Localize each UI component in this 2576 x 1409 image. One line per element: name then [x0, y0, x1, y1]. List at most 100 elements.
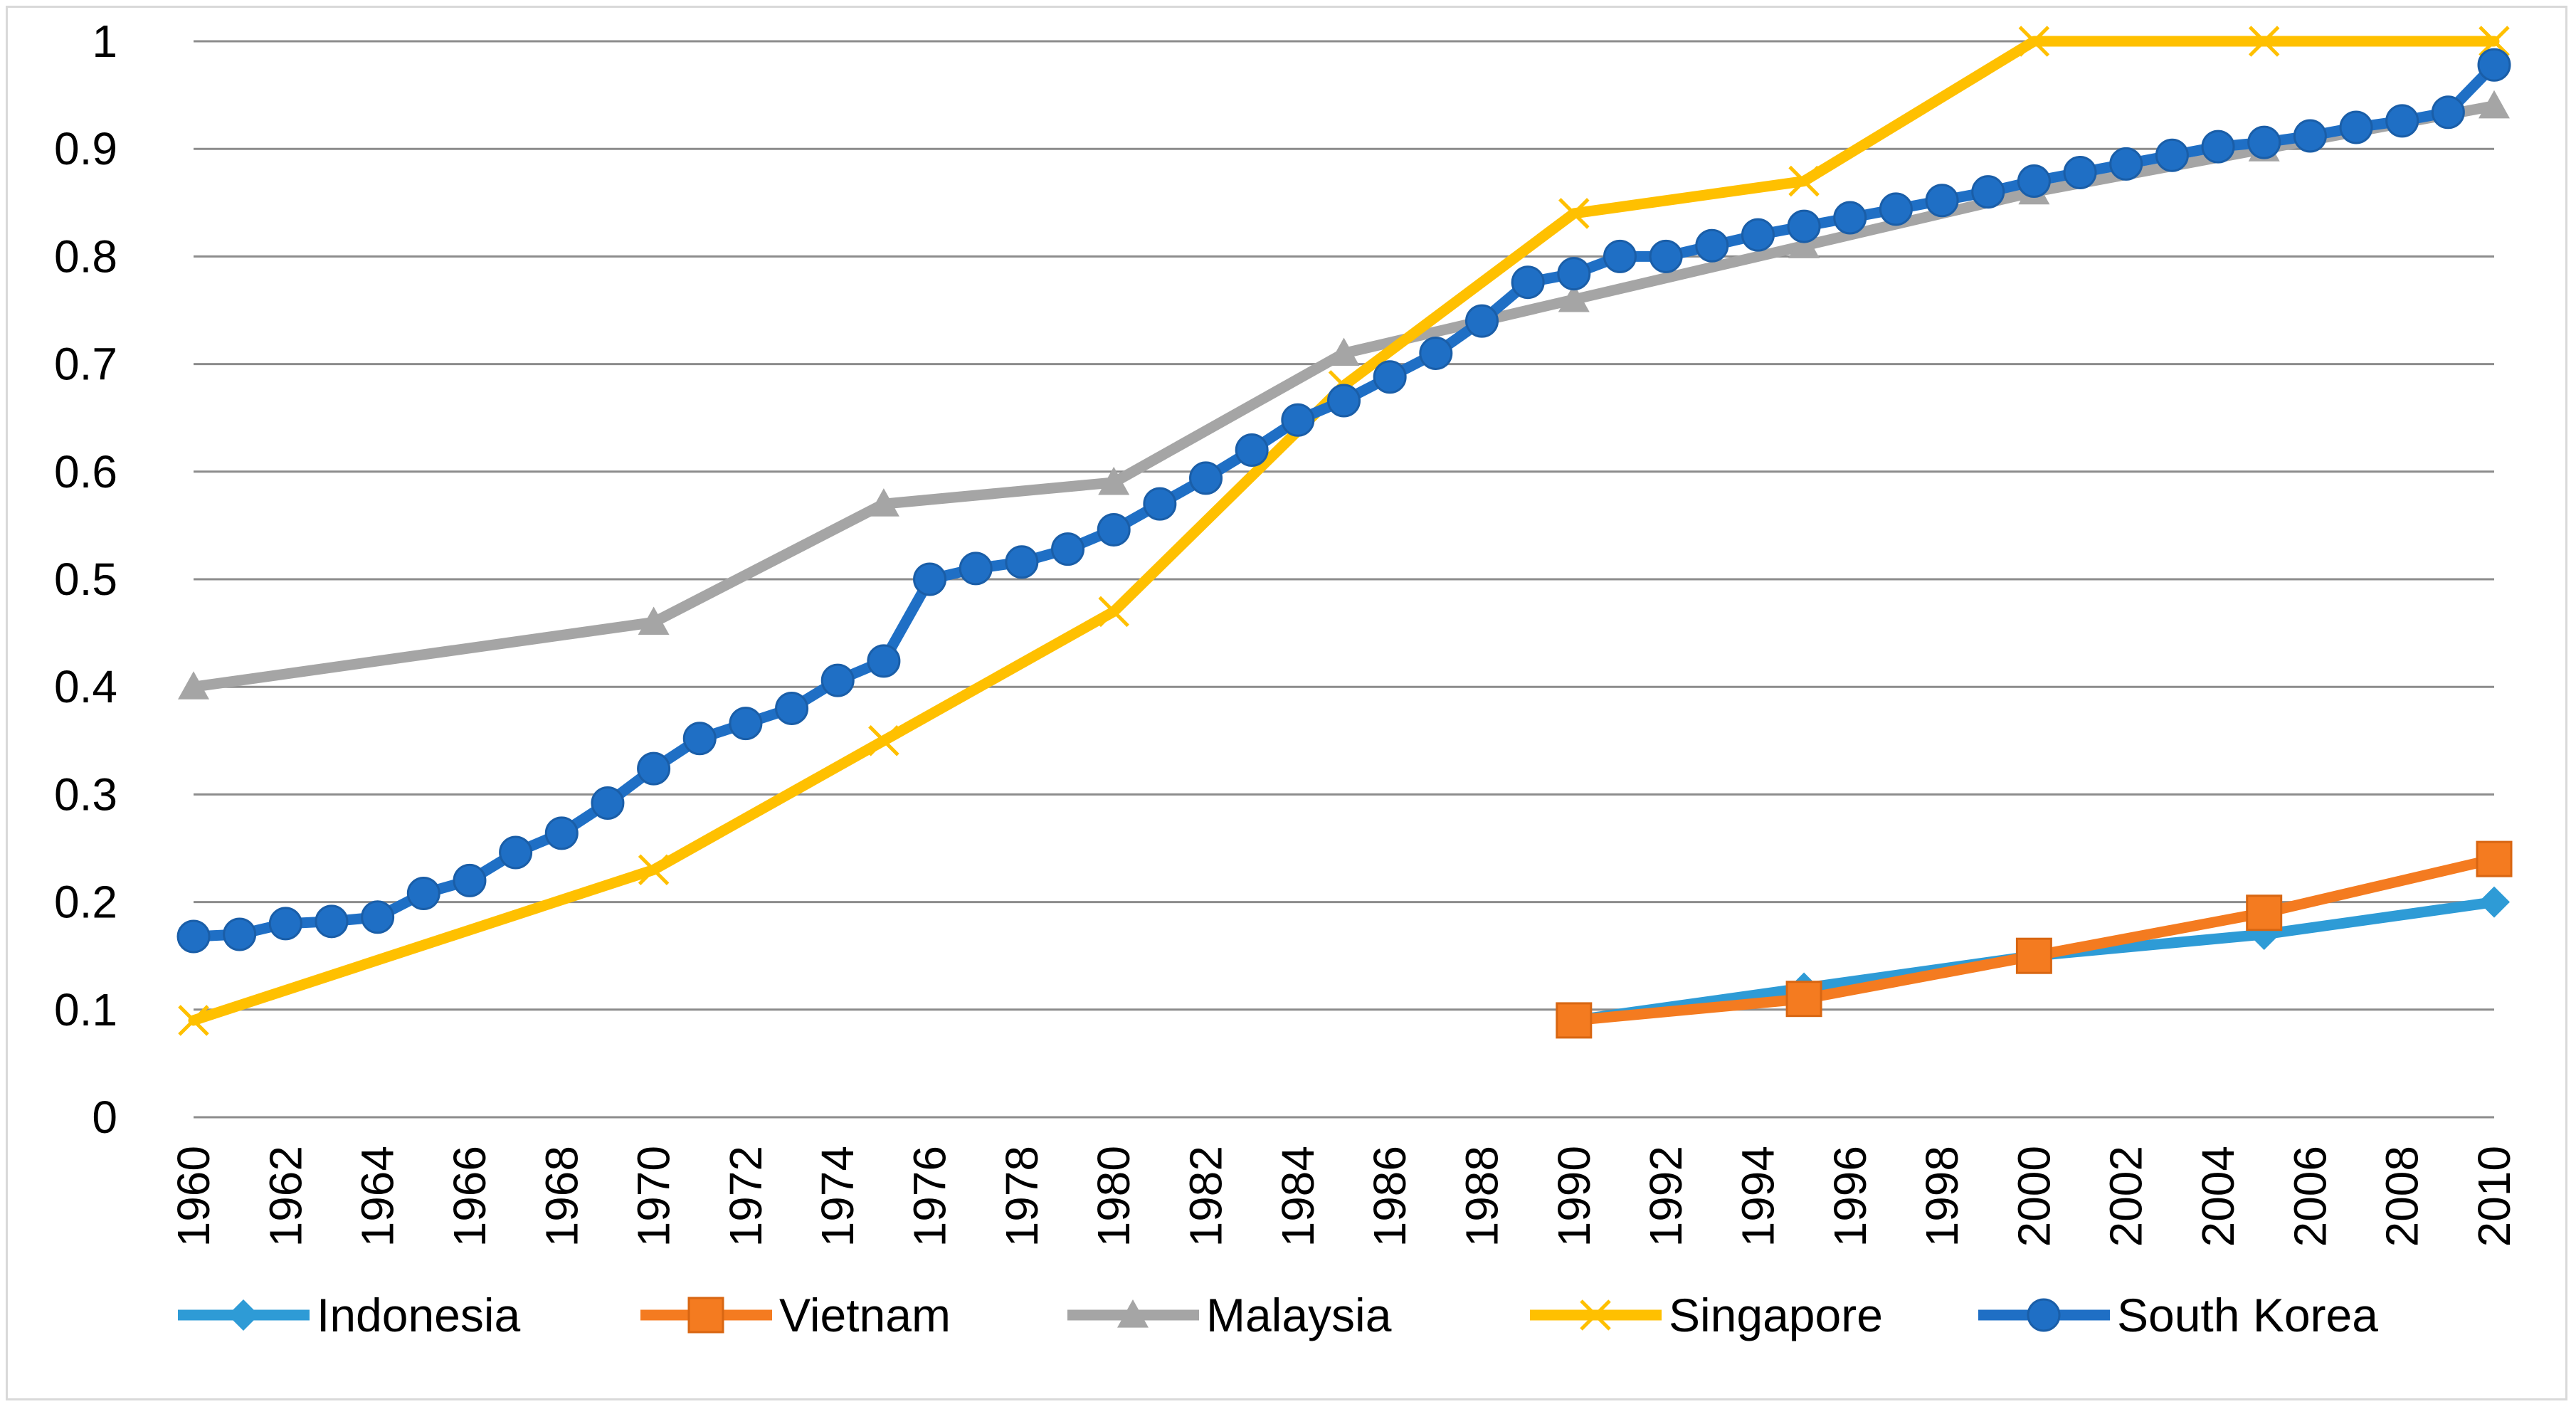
data-point — [1098, 596, 1129, 628]
legend: Indonesia Vietnam Malaysia Singapore South K… — [178, 1289, 2378, 1341]
data-point — [1511, 265, 1545, 300]
data-point — [867, 644, 901, 678]
x-tick-label: 1970 — [628, 1146, 680, 1247]
x-tick-label: 1962 — [260, 1146, 311, 1247]
data-point — [1557, 257, 1591, 291]
y-tick-label: 0.6 — [54, 446, 117, 497]
x-tick-label: 1988 — [1456, 1146, 1507, 1247]
data-point — [499, 835, 533, 870]
data-point — [2109, 147, 2143, 181]
data-point — [867, 488, 899, 517]
data-point — [2015, 937, 2052, 974]
x-tick-label: 1998 — [1916, 1146, 1968, 1247]
data-point — [406, 877, 440, 911]
data-point — [2479, 26, 2510, 57]
data-point — [1464, 304, 1499, 338]
data-point — [2385, 104, 2419, 138]
data-point — [2479, 90, 2510, 119]
series-line — [188, 59, 2500, 942]
data-point — [176, 919, 211, 954]
data-point — [361, 900, 395, 934]
data-point — [868, 725, 899, 756]
data-point — [2477, 48, 2511, 82]
data-point — [1741, 218, 1775, 252]
x-tick-label: 1994 — [1732, 1146, 1783, 1247]
data-point — [1558, 283, 1590, 312]
data-point — [2431, 95, 2465, 130]
data-point — [2479, 886, 2510, 918]
x-tick-label: 1966 — [444, 1146, 495, 1247]
data-point — [2201, 130, 2235, 164]
legend-item: Malaysia — [1067, 1289, 1392, 1341]
data-point — [1788, 230, 1820, 258]
y-tick-label: 0.7 — [54, 339, 117, 390]
x-tick-label: 2002 — [2101, 1146, 2152, 1247]
data-point — [2155, 138, 2189, 172]
data-point — [268, 907, 302, 941]
legend-label: South Korea — [2117, 1289, 2378, 1341]
data-point — [315, 904, 349, 939]
x-tick-label: 1964 — [352, 1146, 403, 1247]
data-point — [1580, 1299, 1611, 1331]
data-point — [775, 691, 809, 725]
data-point — [1327, 384, 1361, 418]
y-tick-label: 0 — [92, 1092, 117, 1143]
x-tick-label: 1968 — [536, 1146, 587, 1247]
data-point — [1603, 239, 1637, 273]
x-tick-label: 2008 — [2377, 1146, 2428, 1247]
data-point — [223, 917, 257, 951]
data-point — [1373, 360, 1407, 394]
series-south-korea — [176, 48, 2511, 954]
y-tick-label: 0.8 — [54, 231, 117, 282]
data-point — [1419, 336, 1453, 370]
data-point — [1695, 228, 1729, 263]
gridlines — [194, 40, 2494, 1119]
legend-item: Singapore — [1530, 1289, 1883, 1341]
x-tick-label: 1978 — [996, 1146, 1047, 1247]
data-point — [2247, 125, 2281, 159]
data-point — [1556, 1002, 1593, 1039]
y-tick-label: 0.1 — [54, 984, 117, 1035]
x-tick-label: 2004 — [2192, 1146, 2244, 1247]
x-tick-label: 1992 — [1640, 1146, 1691, 1247]
data-point — [820, 663, 855, 697]
data-point — [178, 1005, 209, 1036]
legend-item: Vietnam — [640, 1289, 951, 1341]
series-line — [188, 100, 2500, 692]
x-tick-label: 1982 — [1181, 1146, 1232, 1247]
data-point — [1785, 981, 1822, 1018]
y-axis-ticks: 0 0.1 0.2 0.3 0.4 0.5 0.6 0.7 0.8 0.9 1 — [54, 16, 117, 1143]
data-point — [1328, 337, 1360, 366]
x-tick-label: 2000 — [2008, 1146, 2059, 1247]
x-tick-label: 1984 — [1272, 1146, 1324, 1247]
data-point — [1117, 1299, 1149, 1328]
data-point — [2293, 119, 2327, 153]
data-point — [638, 854, 670, 886]
data-point — [687, 1297, 724, 1334]
x-tick-label: 1990 — [1548, 1146, 1600, 1247]
data-point — [1649, 239, 1683, 273]
data-point — [544, 816, 579, 850]
data-point — [1281, 403, 1315, 437]
data-point — [1833, 201, 1867, 235]
y-tick-label: 0.4 — [54, 661, 117, 712]
data-point — [1005, 545, 1039, 579]
data-point — [2027, 1298, 2061, 1332]
data-point — [2063, 155, 2097, 189]
x-tick-label: 1976 — [904, 1146, 956, 1247]
data-point — [1558, 198, 1590, 229]
chart-frame — [6, 6, 2567, 1400]
y-tick-label: 0.9 — [54, 123, 117, 174]
data-point — [638, 606, 670, 635]
data-point — [2018, 26, 2050, 57]
data-point — [1971, 175, 2005, 209]
x-tick-label: 1974 — [812, 1146, 863, 1247]
x-tick-label: 1960 — [168, 1146, 219, 1247]
data-point — [1098, 466, 1130, 495]
series-vietnam — [1556, 840, 2513, 1039]
data-point — [637, 751, 671, 786]
data-point — [453, 863, 487, 897]
data-point — [178, 671, 209, 700]
y-tick-label: 1 — [92, 16, 117, 67]
data-point — [682, 722, 717, 756]
